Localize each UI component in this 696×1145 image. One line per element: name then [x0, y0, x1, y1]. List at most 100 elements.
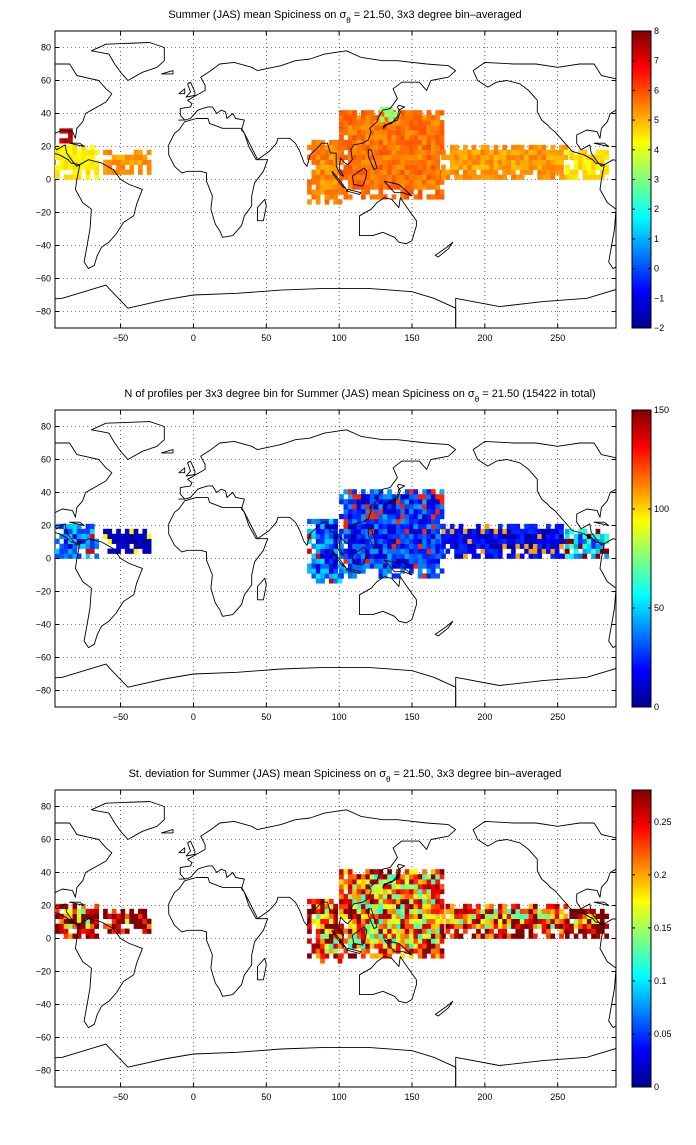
data-cell: [400, 504, 406, 510]
data-cell: [142, 154, 148, 160]
data-cell: [333, 943, 338, 949]
data-cell: [550, 923, 556, 929]
data-cell: [320, 553, 325, 559]
data-cell: [489, 923, 494, 929]
data-cell: [146, 164, 152, 170]
data-cell: [528, 159, 534, 165]
data-cell: [413, 879, 419, 885]
data-cell: [374, 159, 379, 165]
data-cell: [454, 923, 459, 929]
data-cell: [417, 159, 423, 165]
data-cell: [311, 903, 317, 910]
data-cell: [454, 538, 459, 544]
data-cell: [89, 533, 95, 539]
data-cell: [333, 563, 338, 569]
data-cell: [395, 889, 401, 895]
data-cell: [528, 548, 534, 554]
data-cell: [124, 528, 130, 535]
data-cell: [320, 528, 325, 535]
data-cell: [441, 164, 446, 170]
data-cell: [393, 111, 398, 118]
data-cell: [430, 149, 436, 156]
data-cell: [471, 538, 477, 544]
data-cell: [426, 543, 432, 549]
data-cell: [142, 908, 148, 915]
data-cell: [55, 144, 60, 151]
data-cell: [417, 164, 423, 170]
data-cell: [307, 184, 312, 190]
data-cell: [404, 164, 410, 170]
data-cell: [591, 928, 596, 934]
data-cell: [103, 149, 108, 156]
data-cell: [435, 174, 440, 180]
data-cell: [343, 154, 349, 160]
data-cell: [484, 159, 490, 165]
data-cell: [76, 918, 82, 924]
data-cell: [391, 573, 397, 579]
data-cell: [417, 125, 423, 131]
data-cell: [458, 543, 464, 549]
data-cell: [463, 923, 468, 929]
data-cell: [343, 538, 349, 544]
data-cell: [541, 928, 547, 934]
data-cell: [489, 543, 494, 549]
data-cell: [532, 923, 538, 929]
data-cell: [409, 938, 414, 944]
data-cell: [528, 169, 534, 175]
data-cell: [422, 130, 427, 136]
data-cell: [133, 533, 139, 539]
data-cell: [395, 139, 401, 146]
data-cell: [382, 523, 388, 530]
data-cell: [324, 923, 330, 929]
data-cell: [311, 908, 317, 915]
data-cell: [378, 884, 384, 890]
data-cell: [133, 149, 139, 156]
data-cell: [320, 518, 325, 525]
data-cell: [352, 184, 357, 190]
data-cell: [467, 169, 473, 175]
data-cell: [489, 154, 494, 160]
data-cell: [435, 154, 440, 160]
data-cell: [352, 933, 357, 939]
data-cell: [94, 933, 100, 939]
data-cell: [328, 169, 334, 175]
data-cell: [595, 913, 601, 919]
data-cell: [320, 943, 325, 949]
data-cell: [107, 928, 113, 934]
data-cell: [361, 164, 366, 170]
data-cell: [471, 553, 477, 559]
data-cell: [519, 538, 525, 544]
data-cell: [378, 874, 384, 880]
data-cell: [497, 528, 503, 535]
data-cell: [586, 543, 592, 549]
data-cell: [68, 548, 73, 554]
data-cell: [103, 159, 108, 165]
data-cell: [68, 908, 73, 915]
data-cell: [599, 533, 605, 539]
data-cell: [343, 110, 349, 116]
data-cell: [129, 533, 134, 539]
data-cell: [374, 115, 379, 121]
data-cell: [120, 928, 126, 934]
data-cell: [546, 908, 551, 915]
data-cell: [365, 923, 371, 929]
data-cell: [382, 884, 388, 890]
data-cell: [441, 149, 446, 156]
data-cell: [417, 898, 423, 905]
data-cell: [409, 869, 414, 875]
data-cell: [439, 134, 445, 141]
colorbar-tick-label: 3: [654, 175, 659, 185]
data-cell: [72, 908, 78, 915]
data-cell: [138, 538, 143, 544]
data-cell: [454, 913, 459, 919]
data-cell: [515, 903, 521, 910]
data-cell: [352, 903, 357, 910]
data-cell: [439, 110, 445, 116]
data-cell: [497, 543, 503, 549]
data-cell: [339, 499, 344, 505]
data-cell: [365, 149, 371, 156]
data-cell: [81, 543, 86, 549]
data-cell: [497, 913, 503, 919]
data-cell: [454, 169, 459, 175]
